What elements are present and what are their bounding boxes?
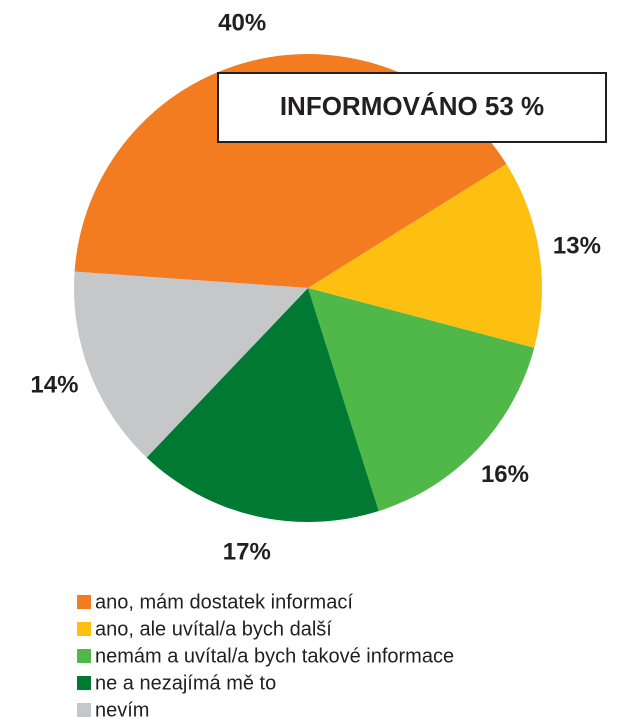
legend-swatch: [77, 622, 91, 636]
annotation: INFORMOVÁNO 53 %: [280, 91, 544, 121]
data-label: 16%: [481, 461, 529, 488]
pie-slice: [308, 163, 543, 348]
legend-label: ano, ale uvítal/a bych další: [95, 618, 332, 640]
annotation-box: [217, 72, 607, 143]
legend-swatch: [77, 649, 91, 663]
legend-label: nemám a uvítal/a bych takové informace: [95, 645, 454, 667]
pie-slice: [74, 271, 308, 458]
data-label: 17%: [223, 538, 271, 565]
legend-label: ano, mám dostatek informací: [95, 591, 353, 613]
data-label: 14%: [30, 372, 78, 399]
legend-label: nevím: [95, 699, 149, 719]
data-label: 13%: [553, 233, 601, 260]
legend-swatch: [77, 676, 91, 690]
data-label: 40%: [218, 9, 266, 36]
legend-swatch: [77, 595, 91, 609]
legend-swatch: [77, 703, 91, 717]
pie-slice: [146, 288, 379, 522]
legend-label: ne a nezajímá mě to: [95, 672, 276, 694]
pie-slice: [308, 288, 535, 512]
